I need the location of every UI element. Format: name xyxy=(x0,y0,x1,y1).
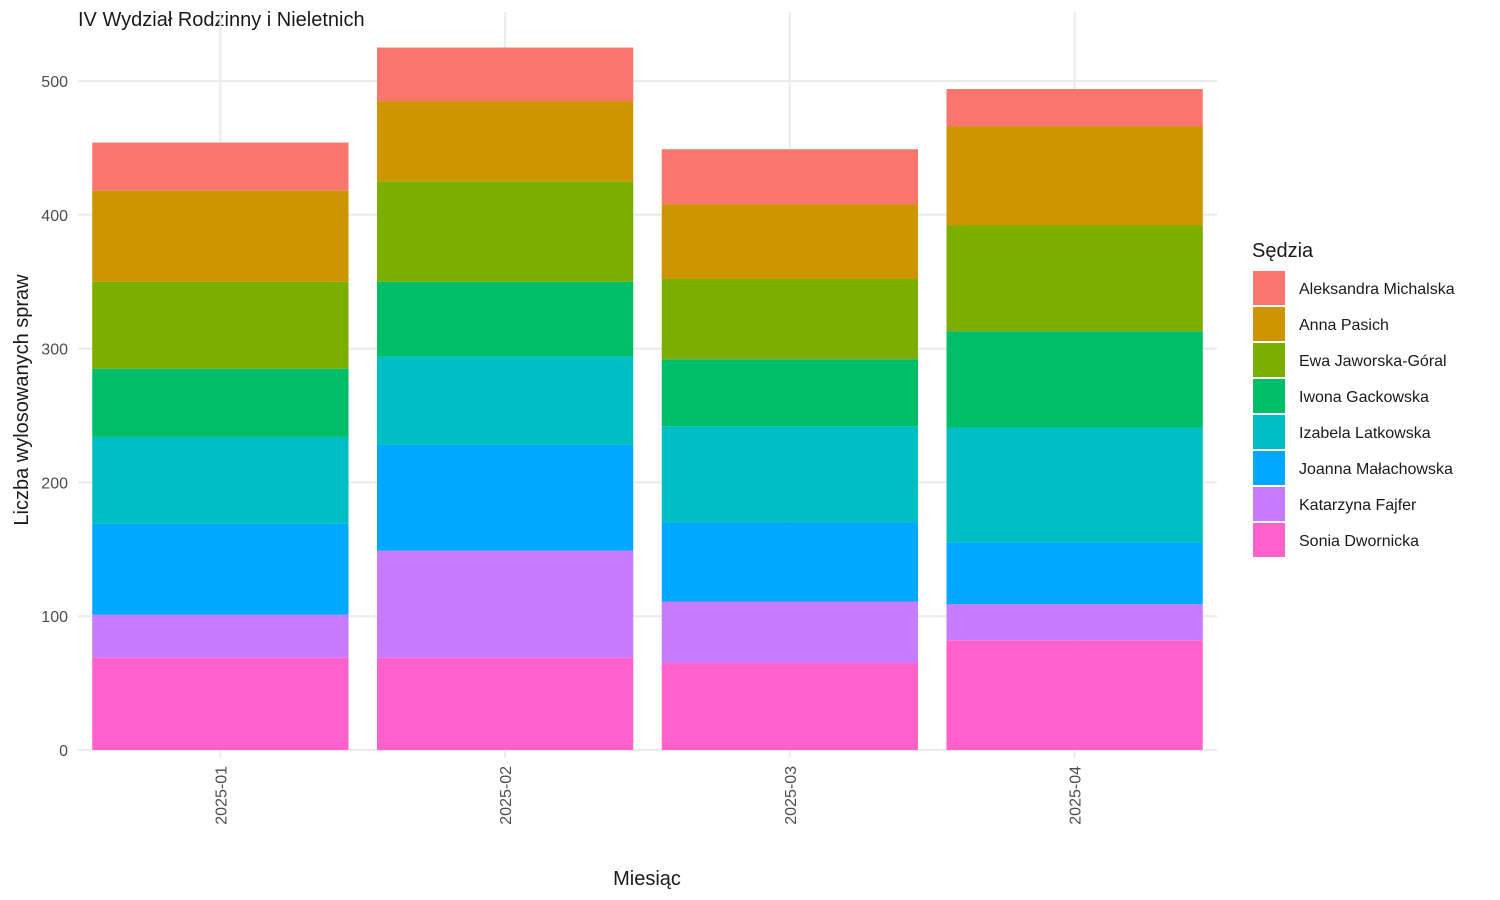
legend-swatch xyxy=(1253,415,1285,449)
legend-swatch xyxy=(1253,271,1285,305)
legend-label: Anna Pasich xyxy=(1299,317,1389,334)
bar-segment xyxy=(376,657,634,750)
y-tick-label: 300 xyxy=(41,342,68,359)
x-tick-label: 2025-04 xyxy=(1068,766,1085,825)
bar-segment xyxy=(661,149,919,205)
legend-label: Katarzyna Fajfer xyxy=(1299,497,1417,514)
bar-segment xyxy=(946,604,1203,641)
legend-label: Izabela Latkowska xyxy=(1299,425,1431,442)
bar-segment xyxy=(661,359,919,427)
x-axis-title: Miesiąc xyxy=(613,868,681,890)
x-tick-label: 2025-01 xyxy=(213,766,230,825)
x-axis-ticks: 2025-01 2025-02 2025-03 2025-04 xyxy=(213,766,1084,825)
bar-segment xyxy=(376,181,634,282)
x-tick-label: 2025-02 xyxy=(498,766,515,825)
y-tick-label: 0 xyxy=(59,743,68,760)
bar-segment xyxy=(376,444,634,551)
bar-segment xyxy=(92,657,349,750)
bar-segment xyxy=(946,126,1203,226)
bar-segment xyxy=(946,89,1203,127)
bar-segment xyxy=(92,190,349,282)
bar-segment xyxy=(92,614,349,658)
bar-segment xyxy=(376,550,634,658)
bar-segment xyxy=(946,640,1203,750)
bar-segment xyxy=(376,101,634,182)
bar-segment xyxy=(661,204,919,280)
bar-segment xyxy=(92,142,349,191)
legend-swatch xyxy=(1253,343,1285,377)
y-tick-label: 100 xyxy=(41,609,68,626)
legend-label: Iwona Gackowska xyxy=(1299,389,1429,406)
legend-swatch xyxy=(1253,379,1285,413)
legend-swatch xyxy=(1253,487,1285,521)
bar-segment xyxy=(376,281,634,357)
legend-swatch xyxy=(1253,307,1285,341)
bar-segment xyxy=(92,523,349,615)
x-tick-label: 2025-03 xyxy=(783,766,800,825)
legend: Sędzia Aleksandra Michalska Anna Pasich Ew… xyxy=(1252,240,1455,557)
y-tick-label: 400 xyxy=(41,208,68,225)
bar-segment xyxy=(946,427,1203,543)
bars xyxy=(92,47,1203,750)
y-axis-ticks: 0 100 200 300 400 500 xyxy=(41,74,68,760)
bar-segment xyxy=(946,542,1203,605)
bar-segment xyxy=(661,522,919,602)
bar-segment xyxy=(661,663,919,750)
bar-segment xyxy=(376,47,634,102)
legend-label: Aleksandra Michalska xyxy=(1299,281,1455,298)
bar-segment xyxy=(92,368,349,437)
legend-title: Sędzia xyxy=(1252,240,1314,262)
legend-label: Sonia Dwornicka xyxy=(1299,533,1419,550)
bar-segment xyxy=(661,279,919,360)
legend-label: Joanna Małachowska xyxy=(1299,461,1453,478)
bar-segment xyxy=(92,436,349,524)
bar-segment xyxy=(946,225,1203,332)
bar-segment xyxy=(92,281,349,369)
legend-label: Ewa Jaworska-Góral xyxy=(1299,353,1447,370)
legend-swatch xyxy=(1253,523,1285,557)
bar-segment xyxy=(661,426,919,523)
y-axis-title: Liczba wylosowanych spraw xyxy=(11,274,33,526)
y-tick-label: 200 xyxy=(41,475,68,492)
bar-segment xyxy=(661,601,919,664)
bar-segment xyxy=(376,356,634,445)
y-tick-label: 500 xyxy=(41,74,68,91)
legend-swatch xyxy=(1253,451,1285,485)
bar-segment xyxy=(946,331,1203,428)
